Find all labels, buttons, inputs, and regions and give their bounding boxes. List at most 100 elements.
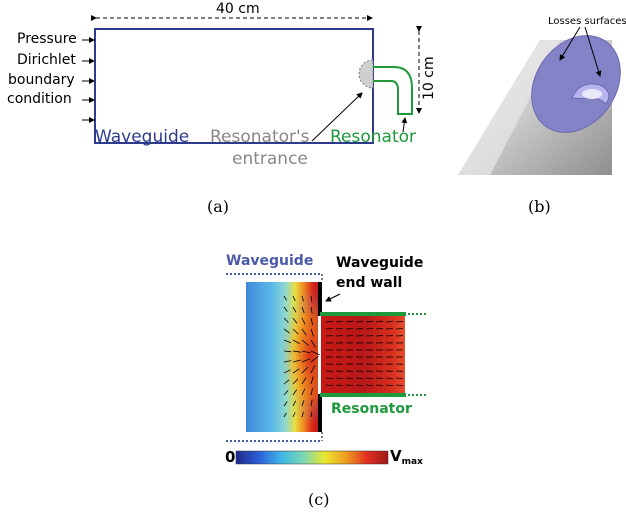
velocity-vector bbox=[292, 339, 300, 345]
velocity-vector bbox=[292, 350, 302, 353]
end-wall-label-line2: end wall bbox=[336, 275, 403, 291]
velocity-vector bbox=[310, 328, 314, 337]
resonator-pointer bbox=[401, 117, 408, 133]
velocity-vector bbox=[283, 379, 290, 385]
panel-c bbox=[226, 273, 426, 465]
velocity-vector bbox=[292, 378, 299, 385]
end-wall-pointer bbox=[325, 293, 341, 302]
height-dimension-label: 10 cm bbox=[421, 56, 437, 100]
waveguide-label-c: Waveguide bbox=[226, 253, 314, 269]
velocity-vector bbox=[283, 390, 289, 396]
velocity-vector bbox=[365, 328, 374, 330]
velocity-vector bbox=[301, 350, 311, 354]
velocity-vector bbox=[355, 384, 364, 386]
velocity-vector bbox=[345, 384, 354, 386]
bc-label-line4: condition bbox=[7, 91, 72, 107]
losses-pointer-2 bbox=[584, 26, 602, 77]
velocity-vector bbox=[385, 328, 394, 330]
waveguide-rect bbox=[94, 28, 374, 144]
width-dimension-label: 40 cm bbox=[216, 1, 260, 17]
entrance-label-line2: entrance bbox=[232, 149, 308, 169]
velocity-vector bbox=[283, 350, 292, 353]
velocity-vector bbox=[310, 365, 316, 374]
velocity-vector bbox=[325, 377, 334, 379]
velocity-vector bbox=[292, 400, 297, 407]
velocity-vector bbox=[310, 317, 314, 326]
velocity-vector bbox=[283, 317, 289, 323]
velocity-vector bbox=[375, 320, 384, 323]
velocity-vector bbox=[375, 377, 384, 379]
velocity-vector bbox=[335, 320, 344, 323]
losses-label: Losses surfaces bbox=[548, 16, 626, 27]
hole-inner bbox=[582, 89, 602, 99]
velocity-vector bbox=[283, 360, 292, 363]
panel-b bbox=[458, 26, 621, 175]
velocity-vector bbox=[345, 328, 354, 330]
velocity-vector bbox=[292, 306, 297, 313]
cylinder-side bbox=[458, 40, 560, 175]
velocity-vector bbox=[310, 306, 313, 314]
velocity-vector bbox=[292, 317, 298, 324]
velocity-vector bbox=[355, 320, 364, 323]
velocity-vector bbox=[325, 320, 334, 323]
velocity-vector bbox=[395, 328, 404, 330]
resonator-field bbox=[321, 315, 405, 394]
cylinder-end-face bbox=[531, 35, 621, 133]
resonator-tube bbox=[373, 66, 413, 115]
losses-pointer-1 bbox=[559, 26, 581, 61]
panel-a bbox=[82, 15, 422, 144]
resonator-label-c: Resonator bbox=[331, 401, 412, 417]
velocity-vector bbox=[310, 376, 314, 385]
velocity-vector bbox=[301, 400, 305, 407]
velocity-vector bbox=[292, 359, 301, 363]
velocity-vector bbox=[283, 369, 291, 374]
bc-label-line2: Dirichlet bbox=[17, 52, 76, 68]
entrance-pointer bbox=[311, 92, 363, 142]
resonator-label-a: Resonator bbox=[330, 127, 417, 147]
velocity-vector bbox=[395, 377, 404, 379]
velocity-vector bbox=[301, 295, 304, 302]
velocity-vector bbox=[292, 328, 299, 335]
velocity-vector bbox=[283, 306, 288, 312]
velocity-vector bbox=[301, 339, 309, 346]
velocity-vector bbox=[283, 328, 290, 334]
velocity-vector bbox=[325, 384, 334, 386]
velocity-vector bbox=[355, 328, 364, 330]
velocity-vector bbox=[310, 388, 313, 396]
velocity-vector bbox=[385, 377, 394, 379]
scale-min-label: 0 bbox=[225, 448, 236, 466]
velocity-vector bbox=[335, 384, 344, 386]
velocity-vector bbox=[375, 384, 384, 386]
waveguide-label-a: Waveguide bbox=[95, 127, 190, 147]
velocity-vector bbox=[301, 411, 304, 418]
color-scale-bar bbox=[235, 450, 389, 465]
velocity-vector bbox=[325, 328, 334, 330]
velocity-vector bbox=[301, 306, 305, 314]
velocity-vectors bbox=[283, 295, 404, 418]
velocity-vector bbox=[283, 412, 287, 418]
velocity-vector bbox=[283, 339, 291, 344]
velocity-vector bbox=[301, 366, 309, 374]
scale-max-main: V bbox=[390, 447, 402, 465]
velocity-vector bbox=[310, 350, 320, 356]
velocity-vector bbox=[395, 384, 404, 386]
velocity-vector bbox=[310, 411, 313, 418]
velocity-vector bbox=[345, 377, 354, 379]
end-wall-label-line1: Waveguide bbox=[336, 255, 424, 271]
caption-a: (a) bbox=[207, 197, 230, 216]
velocity-vector bbox=[301, 377, 307, 385]
scale-max-label: Vmax bbox=[390, 447, 423, 467]
velocity-vector bbox=[365, 384, 374, 386]
velocity-vector bbox=[365, 320, 374, 323]
velocity-vector bbox=[301, 358, 311, 363]
bc-label-line3: boundary bbox=[8, 72, 75, 88]
velocity-vector bbox=[365, 377, 374, 379]
velocity-vector bbox=[292, 412, 296, 418]
velocity-vector bbox=[292, 389, 298, 396]
velocity-vector bbox=[335, 328, 344, 330]
velocity-vector bbox=[355, 377, 364, 379]
caption-b: (b) bbox=[528, 197, 551, 216]
bc-label-line1: Pressure bbox=[17, 31, 77, 47]
velocity-vector bbox=[292, 295, 296, 302]
